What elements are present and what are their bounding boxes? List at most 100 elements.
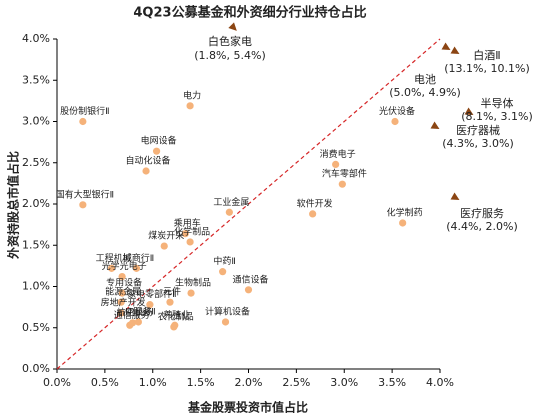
point-label: 专用设备: [106, 277, 142, 289]
outlier-name: 半导体: [481, 96, 514, 110]
point: [338, 180, 346, 188]
outlier-marker: [450, 46, 460, 54]
outlier-label: (8.1%, 3.1%): [461, 110, 532, 123]
point: [187, 289, 195, 297]
point-label: 化学制药: [387, 206, 423, 218]
x-tick-label: 3.0%: [330, 376, 358, 389]
x-tick-label: 3.5%: [378, 376, 406, 389]
point: [117, 309, 125, 317]
outlier-name: 电池: [414, 73, 436, 86]
outlier-label: (1.8%, 5.4%): [194, 49, 265, 62]
outlier-label: (5.0%, 4.9%): [389, 86, 460, 99]
point: [126, 321, 134, 329]
point: [170, 323, 178, 331]
point: [332, 160, 340, 168]
point-label: 自动化设备: [126, 155, 171, 167]
outlier-markers: [228, 22, 474, 200]
x-tick-label: 2.5%: [282, 376, 310, 389]
point-label: 通信设备: [232, 273, 268, 285]
point-label: 国有大型银行Ⅱ: [56, 188, 114, 200]
point-label: 能源金属: [105, 286, 141, 298]
point-label: 乘用车: [174, 217, 201, 229]
outlier-marker: [228, 22, 237, 31]
outlier-marker: [464, 107, 474, 115]
outlier-name: 医疗服务: [460, 206, 504, 220]
point: [160, 242, 168, 250]
outlier-label: (13.1%, 10.1%): [444, 62, 529, 75]
point-label: 软件开发: [297, 197, 333, 209]
point: [107, 264, 116, 272]
x-tick-label: 0.0%: [43, 376, 71, 389]
point: [79, 201, 87, 209]
point: [309, 210, 317, 218]
point-label: 消费电子: [320, 148, 356, 160]
point: [186, 238, 194, 246]
point: [117, 298, 125, 306]
x-tick-label: 2.0%: [235, 376, 263, 389]
point-label: 汽车零部件: [322, 168, 367, 180]
point: [391, 117, 399, 126]
y-tick-label: 3.0%: [22, 115, 50, 128]
point-label: 光伏设备: [379, 105, 415, 117]
point: [134, 318, 142, 326]
point-label: 农化制品: [158, 310, 194, 322]
point-label: 电力: [183, 89, 201, 101]
x-tick-label: 4.0%: [426, 376, 454, 389]
y-tick-label: 2.0%: [22, 197, 50, 210]
point: [146, 301, 154, 309]
x-tick-label: 1.5%: [187, 376, 215, 389]
chart-title: 4Q23公募基金和外资细分行业持仓占比: [133, 5, 366, 21]
point: [399, 219, 407, 227]
point-label: 煤炭开采: [148, 230, 184, 242]
point-label: 养殖业: [163, 309, 190, 321]
point: [186, 102, 194, 110]
outlier-label: (4.3%, 3.0%): [442, 137, 513, 150]
y-axis-title: 外资持股总市值占比: [6, 151, 21, 259]
point-label: 城商行Ⅱ: [123, 252, 154, 264]
point: [79, 117, 87, 126]
x-tick-label: 0.5%: [91, 376, 119, 389]
point: [142, 167, 150, 175]
point-label: 房地产开发: [101, 296, 146, 308]
point-label: 航空机场: [117, 306, 153, 318]
y-tick-label: 1.5%: [22, 238, 50, 251]
point-label: 生物制品: [175, 277, 211, 289]
outlier-marker: [441, 42, 451, 50]
x-axis-title: 基金股票投资市值占比: [187, 400, 308, 415]
point-label: 股份制银行Ⅱ: [60, 105, 109, 117]
point: [181, 230, 189, 238]
outlier-name: 医疗器械: [456, 123, 500, 137]
x-tick-label: 1.0%: [139, 376, 167, 389]
point-label: IT服务Ⅱ: [125, 305, 156, 317]
point-label: 中药Ⅱ: [213, 255, 235, 267]
point: [152, 147, 161, 155]
outlier-name: 白色家电: [208, 34, 252, 48]
point: [219, 268, 227, 276]
y-tick-label: 2.5%: [22, 156, 50, 169]
point-label: 光学光电子: [102, 260, 147, 272]
point-label: 电网设备: [141, 135, 177, 147]
point: [166, 298, 174, 306]
point-label: 工程机械: [96, 252, 132, 264]
outlier-name: 白酒Ⅱ: [473, 48, 500, 62]
point: [221, 318, 230, 326]
point-label: 家电零部件Ⅱ: [127, 288, 176, 300]
point-label: 通信服务: [114, 309, 150, 321]
outlier-label: (4.4%, 2.0%): [446, 220, 517, 233]
point-label: 元件: [163, 286, 181, 298]
point-label: 化学制品: [174, 225, 210, 237]
y-tick-label: 0.5%: [22, 321, 50, 334]
point: [225, 208, 233, 216]
point: [118, 289, 126, 297]
y-tick-label: 3.5%: [22, 73, 50, 86]
outlier-marker: [450, 192, 460, 200]
point: [118, 273, 126, 281]
y-tick-label: 1.0%: [22, 280, 50, 293]
point: [244, 286, 253, 294]
point-label: 工业金属: [213, 196, 249, 208]
point: [132, 264, 141, 272]
outlier-marker: [430, 121, 440, 129]
y-tick-label: 4.0%: [22, 32, 50, 45]
y-tick-label: 0.0%: [22, 362, 50, 375]
